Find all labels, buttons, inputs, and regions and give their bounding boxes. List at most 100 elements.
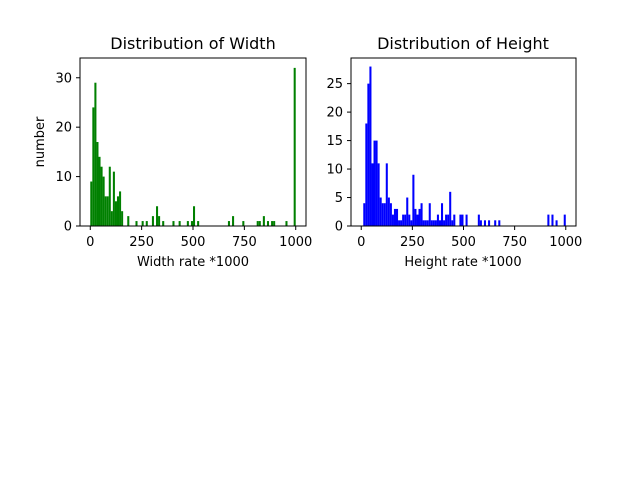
- height-bar: [465, 214, 468, 226]
- width-bar: [262, 216, 265, 226]
- height-y-tick-label: 5: [335, 191, 343, 206]
- width-bar: [94, 82, 97, 227]
- width-bar: [285, 221, 288, 226]
- height-bar: [445, 214, 448, 226]
- width-bar: [104, 196, 107, 226]
- height-bar: [398, 220, 401, 226]
- width-bar: [242, 221, 245, 226]
- height-bar: [432, 220, 435, 226]
- width-bar: [293, 67, 296, 226]
- height-bar: [414, 208, 417, 226]
- width-y-tick-label: 20: [55, 121, 72, 136]
- height-bar: [408, 214, 411, 226]
- height-bar: [494, 220, 497, 226]
- height-bar: [428, 203, 431, 226]
- height-bar: [404, 214, 407, 226]
- height-chart-title: Distribution of Height: [377, 34, 549, 53]
- width-bar: [119, 191, 122, 226]
- width-bar: [92, 107, 95, 226]
- height-bar: [379, 197, 382, 226]
- height-bar: [426, 220, 429, 226]
- width-bar: [190, 221, 193, 226]
- width-bar: [232, 216, 235, 226]
- height-bar: [396, 208, 399, 226]
- width-bar: [266, 221, 270, 226]
- height-bar: [563, 214, 566, 226]
- width-bars: [90, 67, 296, 227]
- height-bar: [373, 140, 376, 226]
- height-bar: [400, 220, 403, 226]
- width-bar: [197, 221, 200, 226]
- width-y-tick-label: 30: [55, 71, 72, 86]
- height-bar: [410, 220, 413, 226]
- height-bar: [389, 203, 392, 226]
- height-bar: [371, 163, 374, 226]
- height-bar: [412, 174, 415, 226]
- width-chart-title: Distribution of Width: [110, 34, 275, 53]
- height-bar: [436, 214, 439, 226]
- width-bar: [110, 211, 113, 226]
- height-bar: [402, 214, 405, 226]
- height-bar: [479, 220, 482, 226]
- width-x-axis-label: Width rate *1000: [137, 255, 249, 270]
- height-bar: [367, 83, 370, 226]
- height-x-ticks: 0 250 500 750 1000: [357, 226, 582, 250]
- width-y-ticks: 0 10 20 30: [55, 71, 80, 235]
- height-bar: [430, 220, 433, 226]
- width-bar: [273, 221, 276, 226]
- width-bar: [156, 206, 159, 226]
- height-bar: [369, 66, 372, 226]
- width-y-axis-label: number: [33, 116, 48, 167]
- width-bar: [256, 221, 259, 226]
- height-bar: [418, 208, 421, 226]
- width-x-tick-label: 250: [129, 235, 154, 250]
- width-bar: [98, 156, 101, 226]
- width-x-tick-label: 1000: [279, 235, 312, 250]
- height-bar: [451, 220, 454, 226]
- height-x-tick-label: 750: [502, 235, 527, 250]
- width-bar: [162, 221, 165, 226]
- height-bar: [416, 214, 419, 226]
- height-bars: [363, 66, 566, 226]
- height-bar: [381, 203, 384, 226]
- width-bar: [121, 211, 124, 226]
- height-bar: [488, 220, 491, 226]
- height-bar: [477, 214, 480, 226]
- height-bar: [443, 220, 446, 226]
- height-bar: [424, 220, 427, 226]
- height-bar: [461, 214, 464, 226]
- width-x-tick-label: 750: [232, 235, 257, 250]
- height-bar: [375, 140, 378, 226]
- width-bar: [90, 181, 93, 226]
- height-bar: [434, 220, 437, 226]
- height-x-tick-label: 500: [451, 235, 476, 250]
- height-bar: [385, 163, 388, 226]
- width-x-ticks: 0 250 500 750 1000: [86, 226, 312, 250]
- height-y-tick-label: 0: [335, 220, 343, 235]
- height-bar: [420, 203, 423, 226]
- height-bar: [387, 197, 390, 226]
- width-bar: [141, 221, 144, 226]
- width-bar: [158, 216, 161, 226]
- width-x-tick-label: 0: [86, 235, 94, 250]
- width-bar: [186, 221, 189, 226]
- height-y-tick-label: 15: [326, 134, 343, 149]
- height-bar: [441, 203, 444, 226]
- height-bar: [363, 203, 366, 226]
- height-bar: [406, 197, 409, 226]
- width-bar: [114, 201, 117, 226]
- height-bar: [459, 214, 462, 226]
- width-bar: [193, 206, 196, 226]
- width-y-tick-label: 0: [64, 220, 72, 235]
- width-bar: [135, 221, 138, 226]
- height-x-axis-label: Height rate *1000: [404, 255, 521, 270]
- height-bar: [422, 220, 425, 226]
- height-bar: [383, 203, 386, 226]
- height-bar: [447, 214, 450, 226]
- width-bar: [172, 221, 175, 226]
- height-x-tick-label: 1000: [549, 235, 582, 250]
- height-bar: [391, 214, 394, 226]
- width-histogram: Distribution of Width 0 250 500 750 1000 0 10…: [33, 34, 312, 270]
- height-bar: [438, 220, 441, 226]
- width-bar: [116, 196, 120, 226]
